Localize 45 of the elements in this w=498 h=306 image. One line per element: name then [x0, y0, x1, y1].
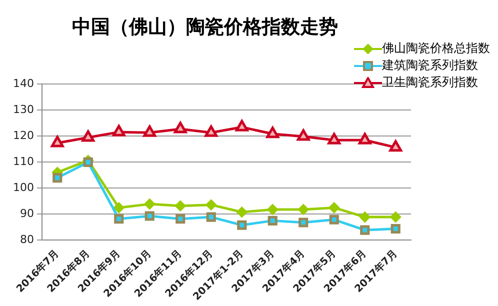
point — [328, 202, 340, 213]
chart-title: 中国（佛山）陶瓷价格指数走势 — [71, 15, 339, 40]
point — [52, 173, 62, 183]
point — [389, 140, 402, 152]
y-tick-label: 100 — [12, 180, 34, 194]
point — [266, 126, 280, 138]
point — [358, 132, 372, 144]
point — [298, 204, 309, 215]
point — [235, 120, 248, 132]
point — [144, 198, 155, 210]
y-tick-label: 120 — [12, 128, 34, 142]
y-tick-label: 80 — [20, 232, 34, 246]
point — [144, 211, 154, 221]
point — [328, 132, 341, 144]
point — [83, 157, 93, 168]
point — [112, 124, 126, 136]
point — [296, 129, 310, 141]
point — [206, 200, 216, 210]
point — [175, 200, 186, 212]
point — [267, 204, 278, 215]
point — [268, 216, 278, 226]
point — [176, 214, 186, 224]
legend-label: 佛山陶瓷价格总指数 — [382, 40, 490, 57]
point — [236, 206, 248, 218]
point — [360, 225, 370, 235]
y-tick-label: 90 — [20, 206, 34, 220]
legend-label: 建筑陶瓷系列指数 — [382, 57, 478, 74]
y-tick-label: 110 — [12, 154, 34, 168]
y-tick-label: 130 — [12, 102, 34, 116]
point — [174, 122, 187, 134]
point — [204, 125, 218, 137]
point — [329, 214, 339, 224]
legend-label: 卫生陶瓷系列指数 — [382, 74, 478, 91]
point — [390, 212, 401, 222]
point — [237, 220, 247, 230]
point — [82, 130, 95, 142]
point — [114, 214, 124, 224]
y-tick-label: 140 — [12, 76, 34, 90]
point — [143, 125, 156, 137]
point — [390, 224, 400, 234]
point — [360, 212, 370, 222]
point — [50, 136, 64, 148]
point — [206, 212, 216, 222]
point — [298, 218, 308, 228]
point — [114, 202, 124, 213]
